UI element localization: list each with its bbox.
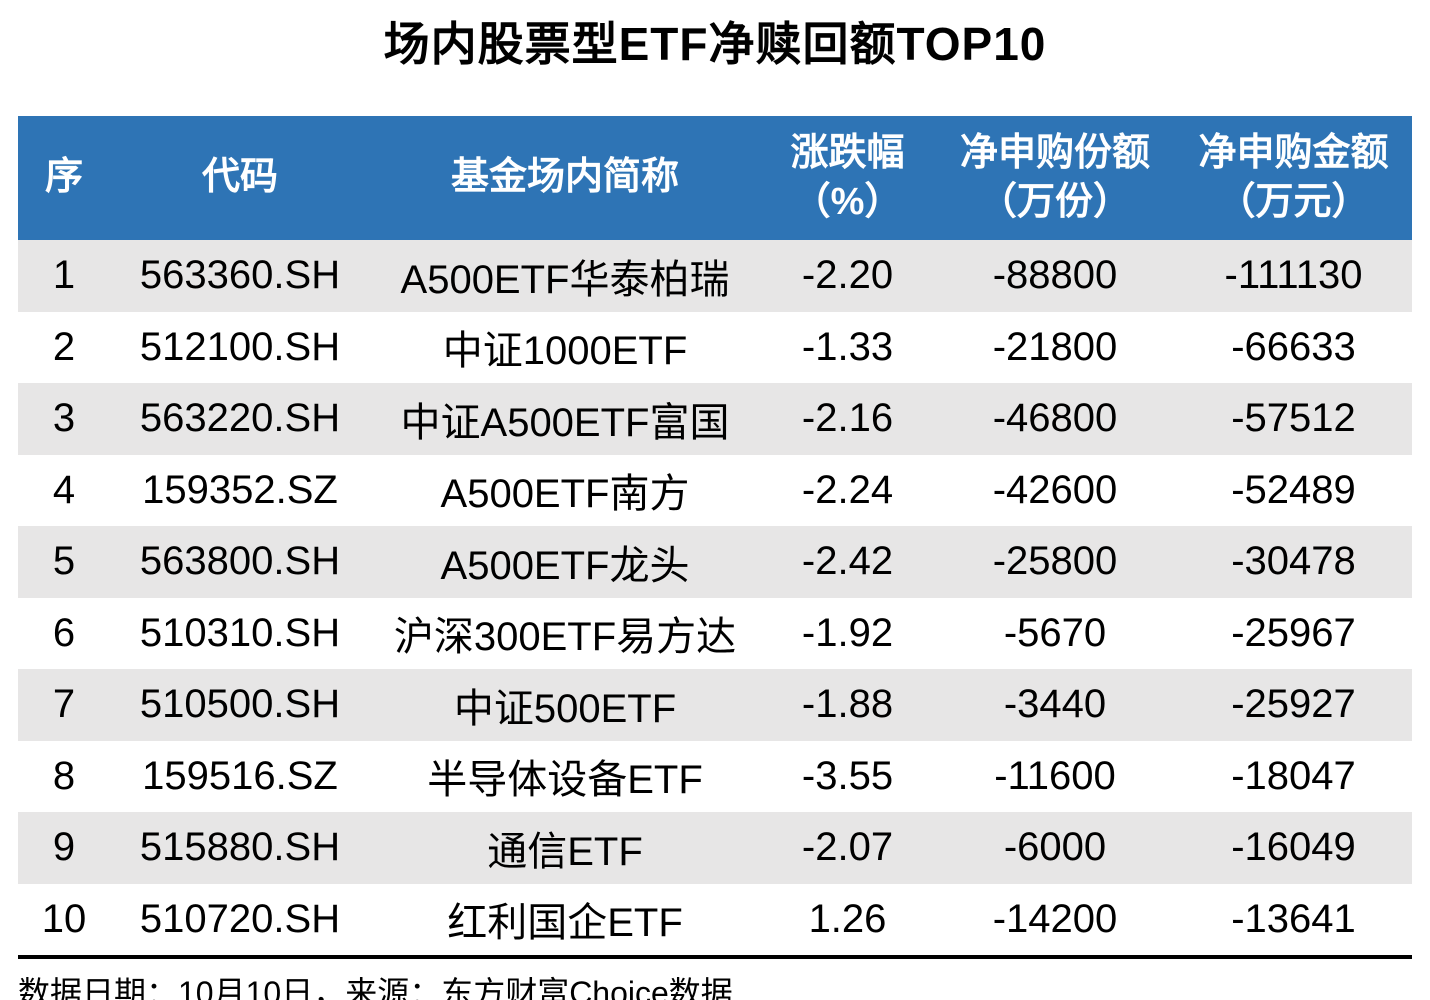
table-cell: 1.26 bbox=[760, 883, 935, 955]
table-cell: 沪深300ETF易方达 bbox=[370, 597, 760, 669]
header-cell-line: （%） bbox=[792, 181, 903, 223]
table-cell: 1 bbox=[18, 240, 110, 312]
table-cell: 通信ETF bbox=[370, 812, 760, 884]
table-cell: -25800 bbox=[935, 526, 1175, 598]
header-cell: 代码 bbox=[110, 116, 370, 240]
table-cell: -2.24 bbox=[760, 454, 935, 526]
header-cell-line: 涨跌幅 bbox=[790, 131, 905, 174]
table-row: 3 563220.SH 中证A500ETF富国 -2.16 -46800 -57512 bbox=[18, 383, 1412, 455]
table-row: 9 515880.SH 通信ETF -2.07 -6000 -16049 bbox=[18, 812, 1412, 884]
table-cell: -3440 bbox=[935, 669, 1175, 741]
table-cell: -13641 bbox=[1175, 883, 1412, 955]
header-cell: 序 bbox=[18, 116, 110, 240]
table-row: 2 512100.SH 中证1000ETF -1.33 -21800 -66633 bbox=[18, 311, 1412, 383]
table-cell: -2.16 bbox=[760, 383, 935, 455]
table-cell: 7 bbox=[18, 669, 110, 741]
header-cell-line: （万份） bbox=[978, 181, 1131, 223]
table-cell: -1.33 bbox=[760, 311, 935, 383]
table-cell: -46800 bbox=[935, 383, 1175, 455]
table-row: 4 159352.SZ A500ETF南方 -2.24 -42600 -52489 bbox=[18, 454, 1412, 526]
table-body: 1 563360.SH A500ETF华泰柏瑞 -2.20 -88800 -111130 2… bbox=[18, 240, 1412, 955]
table-row: 10 510720.SH 红利国企ETF 1.26 -14200 -13641 bbox=[18, 883, 1412, 955]
table-cell: -2.07 bbox=[760, 812, 935, 884]
table-cell: 10 bbox=[18, 883, 110, 955]
table-row: 8 159516.SZ 半导体设备ETF -3.55 -11600 -18047 bbox=[18, 740, 1412, 812]
table-cell: 563360.SH bbox=[110, 240, 370, 312]
table-cell: 512100.SH bbox=[110, 311, 370, 383]
header-cell: 净申购份额 （万份） bbox=[935, 116, 1175, 240]
table-cell: A500ETF龙头 bbox=[370, 526, 760, 598]
table-cell: 3 bbox=[18, 383, 110, 455]
table-cell: 159516.SZ bbox=[110, 740, 370, 812]
table-cell: -42600 bbox=[935, 454, 1175, 526]
table-cell: -14200 bbox=[935, 883, 1175, 955]
header-cell-line: 代码 bbox=[201, 156, 278, 199]
table-cell: -5670 bbox=[935, 597, 1175, 669]
etf-redemption-table: 序 代码 基金场内简称 涨跌幅 （%） 净申购份额 （万份） 净申购金额 （万元） 1 56336… bbox=[18, 116, 1412, 955]
table-cell: -25927 bbox=[1175, 669, 1412, 741]
footer-note: 数据日期：10月10日，来源：东方财富Choice数据 bbox=[18, 975, 733, 1000]
table-bottom-rule bbox=[18, 955, 1412, 959]
table-cell: 563800.SH bbox=[110, 526, 370, 598]
table-cell: -18047 bbox=[1175, 740, 1412, 812]
header-cell: 净申购金额 （万元） bbox=[1175, 116, 1412, 240]
table-cell: 510310.SH bbox=[110, 597, 370, 669]
table-cell: -3.55 bbox=[760, 740, 935, 812]
table-cell: -11600 bbox=[935, 740, 1175, 812]
table-cell: -57512 bbox=[1175, 383, 1412, 455]
table-cell: 4 bbox=[18, 454, 110, 526]
table-cell: A500ETF华泰柏瑞 bbox=[370, 240, 760, 312]
table-cell: -16049 bbox=[1175, 812, 1412, 884]
table-cell: 中证500ETF bbox=[370, 669, 760, 741]
header-cell: 基金场内简称 bbox=[370, 116, 760, 240]
header-cell-line: 净申购金额 bbox=[1198, 131, 1389, 174]
table-row: 6 510310.SH 沪深300ETF易方达 -1.92 -5670 -25967 bbox=[18, 597, 1412, 669]
table-cell: -1.92 bbox=[760, 597, 935, 669]
table-cell: 510500.SH bbox=[110, 669, 370, 741]
table-header-row: 序 代码 基金场内简称 涨跌幅 （%） 净申购份额 （万份） 净申购金额 （万元） bbox=[18, 116, 1412, 240]
table-cell: 2 bbox=[18, 311, 110, 383]
table-cell: A500ETF南方 bbox=[370, 454, 760, 526]
table-cell: 8 bbox=[18, 740, 110, 812]
table-cell: -21800 bbox=[935, 311, 1175, 383]
table-row: 7 510500.SH 中证500ETF -1.88 -3440 -25927 bbox=[18, 669, 1412, 741]
table-cell: 6 bbox=[18, 597, 110, 669]
table-cell: -2.42 bbox=[760, 526, 935, 598]
header-cell-line: 基金场内简称 bbox=[450, 156, 679, 199]
header-cell-line: 序 bbox=[44, 156, 83, 199]
table-row: 5 563800.SH A500ETF龙头 -2.42 -25800 -30478 bbox=[18, 526, 1412, 598]
table-cell: -6000 bbox=[935, 812, 1175, 884]
table-cell: 159352.SZ bbox=[110, 454, 370, 526]
header-cell-line: （万元） bbox=[1217, 181, 1370, 223]
table-cell: 中证1000ETF bbox=[370, 311, 760, 383]
table-cell: -52489 bbox=[1175, 454, 1412, 526]
table-row: 1 563360.SH A500ETF华泰柏瑞 -2.20 -88800 -111130 bbox=[18, 240, 1412, 312]
page-title: 场内股票型ETF净赎回额TOP10 bbox=[383, 18, 1047, 70]
table-cell: 510720.SH bbox=[110, 883, 370, 955]
table-cell: 563220.SH bbox=[110, 383, 370, 455]
table-cell: -111130 bbox=[1175, 240, 1412, 312]
table-cell: 9 bbox=[18, 812, 110, 884]
table-cell: -25967 bbox=[1175, 597, 1412, 669]
table-cell: 5 bbox=[18, 526, 110, 598]
table-cell: -66633 bbox=[1175, 311, 1412, 383]
table-cell: -1.88 bbox=[760, 669, 935, 741]
table-cell: 515880.SH bbox=[110, 812, 370, 884]
header-cell: 涨跌幅 （%） bbox=[760, 116, 935, 240]
table-cell: 中证A500ETF富国 bbox=[370, 383, 760, 455]
table-cell: 红利国企ETF bbox=[370, 883, 760, 955]
header-cell-line: 净申购份额 bbox=[959, 131, 1150, 174]
table-cell: 半导体设备ETF bbox=[370, 740, 760, 812]
table-cell: -2.20 bbox=[760, 240, 935, 312]
table-cell: -88800 bbox=[935, 240, 1175, 312]
table-cell: -30478 bbox=[1175, 526, 1412, 598]
